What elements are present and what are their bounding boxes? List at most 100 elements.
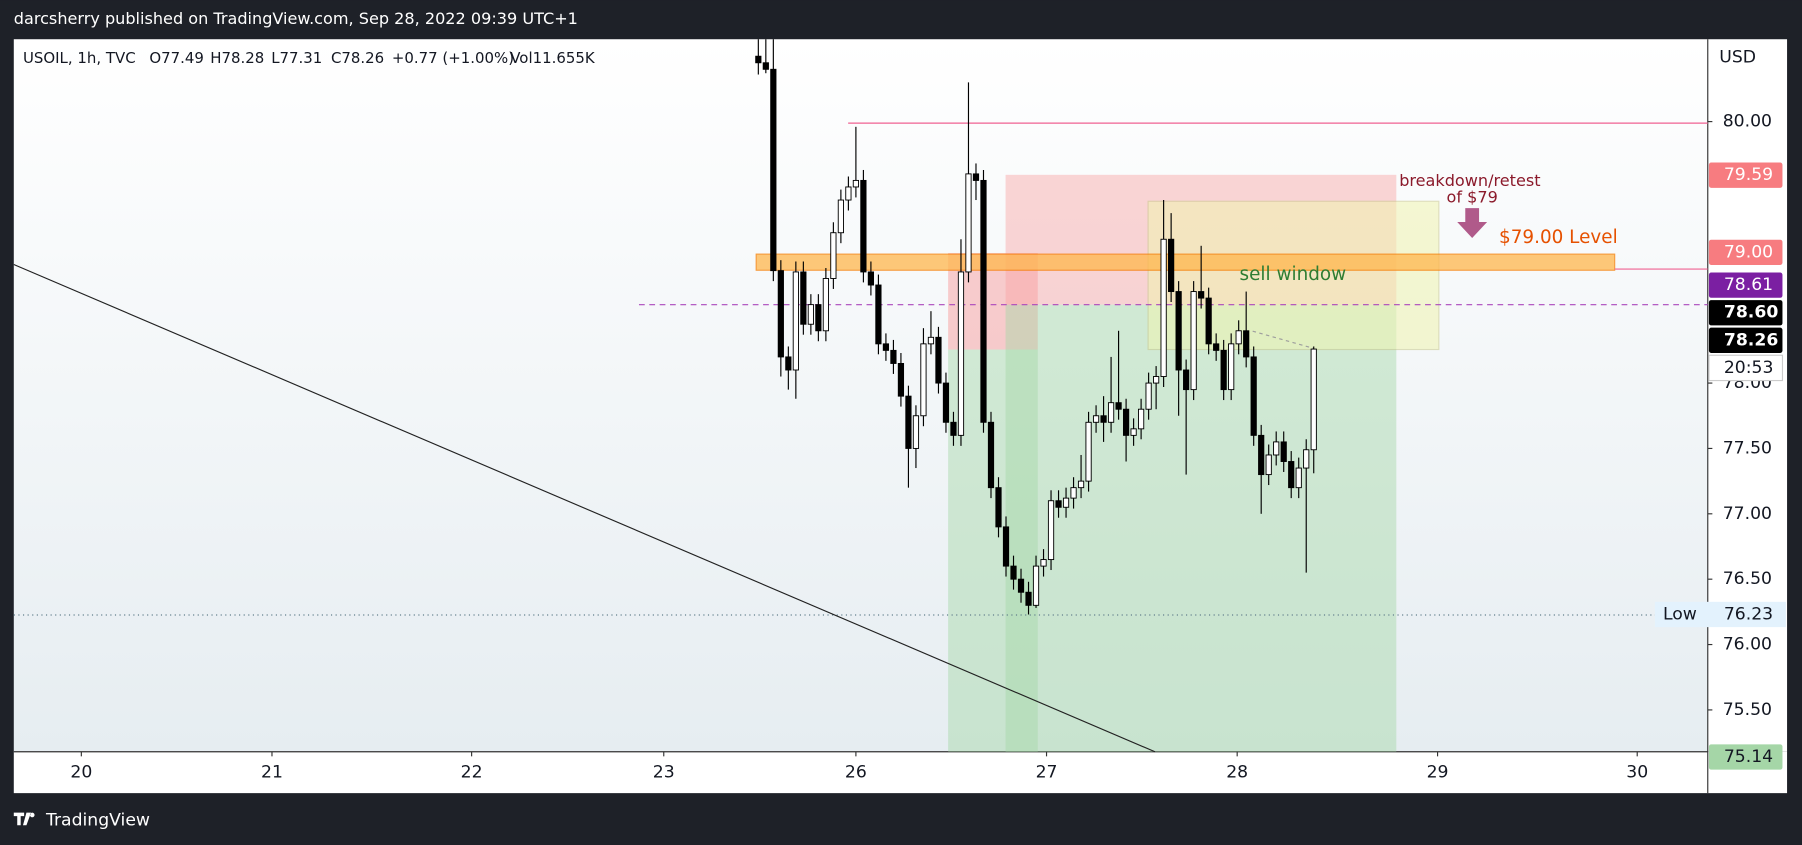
trend-line xyxy=(13,263,1156,753)
candle-body xyxy=(755,55,762,64)
candle-body xyxy=(792,271,799,371)
x-tick-label: 27 xyxy=(1036,762,1058,782)
candle-body xyxy=(822,278,829,332)
x-tick-label: 28 xyxy=(1226,762,1248,782)
candle-body xyxy=(965,173,972,273)
candle-body xyxy=(1250,356,1257,436)
legend-volume: Vol11.655K xyxy=(510,49,596,67)
candle-body xyxy=(1213,343,1220,351)
legend-symbol: USOIL, 1h, TVC xyxy=(23,49,136,67)
price-badge-label: 78.26 xyxy=(1724,330,1778,350)
candle-body xyxy=(935,336,942,384)
candle-body xyxy=(987,421,995,489)
currency: USD xyxy=(1719,48,1756,68)
legend-open: O77.49 xyxy=(149,49,204,67)
brand: TradingView xyxy=(13,811,150,831)
low-badge xyxy=(1654,601,1786,628)
candle-body xyxy=(807,304,814,325)
candle-body xyxy=(1228,343,1235,391)
candle-body xyxy=(1303,449,1310,469)
candle-body xyxy=(1295,467,1302,489)
y-tick-label: 80.00 xyxy=(1723,112,1772,132)
annotation: of $79 xyxy=(1447,187,1498,206)
legend-close: C78.26 xyxy=(331,49,384,67)
candle-body xyxy=(1235,330,1242,345)
candle-body xyxy=(785,356,792,371)
low-name: Low xyxy=(1663,604,1697,624)
candle-body xyxy=(1288,461,1295,489)
candle-body xyxy=(890,349,897,364)
candle-body xyxy=(777,270,784,358)
candle-body xyxy=(1010,565,1017,580)
candle-body xyxy=(1100,415,1107,423)
candle-body xyxy=(1092,415,1100,423)
legend-low: L77.31 xyxy=(271,49,322,67)
candle-body xyxy=(942,382,950,423)
candle-body xyxy=(1160,238,1167,377)
arrow xyxy=(1457,208,1488,239)
candle-body xyxy=(1168,238,1175,293)
price-badge xyxy=(1708,272,1783,298)
candle-body xyxy=(845,186,852,201)
candle-body xyxy=(1243,330,1250,358)
price-badge-label: 75.14 xyxy=(1724,747,1773,767)
candle-body xyxy=(1047,500,1055,561)
candle-body xyxy=(1310,348,1317,451)
plot-area xyxy=(13,39,1708,752)
x-tick-label: 21 xyxy=(261,762,283,782)
candle-body xyxy=(995,487,1002,528)
candle-body xyxy=(815,304,822,332)
price-badge xyxy=(1708,327,1783,353)
x-tick-label: 29 xyxy=(1427,762,1449,782)
price-badge-label: 78.60 xyxy=(1724,303,1778,323)
time-axis xyxy=(13,751,1788,794)
price-badge xyxy=(1708,300,1783,326)
target-zone xyxy=(1005,304,1397,752)
candle-body xyxy=(1107,402,1115,423)
countdown-label: 20:53 xyxy=(1724,358,1774,378)
candle-body xyxy=(852,179,860,188)
x-tick-label: 30 xyxy=(1626,762,1648,782)
candle-body xyxy=(980,179,987,423)
candle-body xyxy=(800,271,807,325)
price-badge xyxy=(1708,239,1783,265)
candle-body xyxy=(867,271,875,286)
candle-body xyxy=(1115,402,1122,410)
price-badge xyxy=(1708,744,1783,770)
candle-body xyxy=(875,284,882,345)
candle-body xyxy=(1205,297,1212,345)
candle-body xyxy=(1138,408,1145,430)
candle-body xyxy=(1025,591,1032,606)
candle-body xyxy=(1175,291,1182,371)
candle-body xyxy=(1190,291,1197,391)
candle-body xyxy=(1077,480,1085,489)
drawings xyxy=(13,122,1708,753)
candle-body xyxy=(912,415,920,449)
y-tick-label: 76.50 xyxy=(1723,569,1772,589)
candle-body xyxy=(1122,408,1130,436)
candle-body xyxy=(1055,500,1062,508)
y-tick-label: 77.50 xyxy=(1723,438,1772,458)
price-axis xyxy=(1707,39,1788,752)
brand-logo xyxy=(13,812,35,826)
price-badge-label: 78.61 xyxy=(1724,275,1773,295)
countdown-badge xyxy=(1708,354,1784,382)
brand-name: TradingView xyxy=(45,811,150,831)
price-badge-label: 79.00 xyxy=(1724,242,1773,262)
candle-body xyxy=(1062,497,1070,508)
candle-body xyxy=(1130,428,1137,436)
price-badge-label: 79.59 xyxy=(1724,165,1773,185)
y-tick-label: 75.50 xyxy=(1723,700,1772,720)
candle-body xyxy=(830,232,837,279)
annotation: sell window xyxy=(1240,264,1347,285)
legend-change: +0.77 (+1.00%) xyxy=(392,49,514,67)
candle-body xyxy=(1280,441,1287,462)
candle-body xyxy=(837,199,844,234)
annotation: breakdown/retest xyxy=(1399,171,1540,190)
x-tick-label: 26 xyxy=(845,762,867,782)
x-tick-label: 20 xyxy=(70,762,92,782)
candle-body xyxy=(1258,434,1265,476)
candle-body xyxy=(1265,454,1272,476)
